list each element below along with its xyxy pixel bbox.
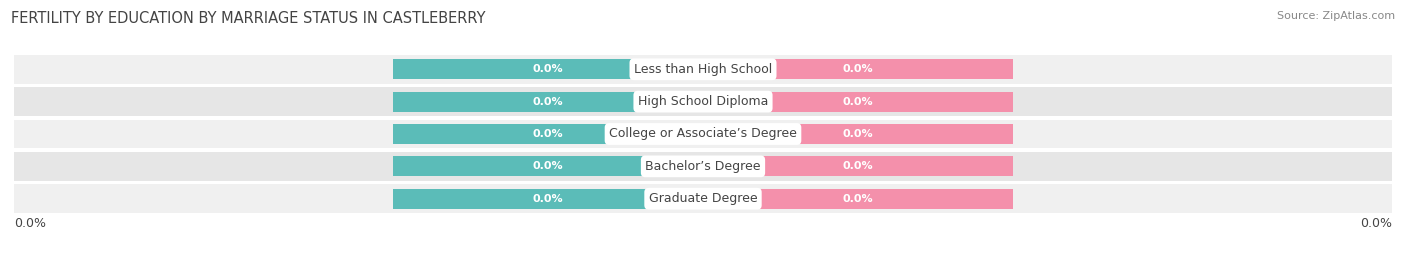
Text: 0.0%: 0.0% — [842, 97, 873, 107]
Text: 0.0%: 0.0% — [14, 217, 46, 229]
Bar — [703, 92, 1012, 112]
Bar — [392, 156, 703, 176]
Bar — [14, 152, 1392, 181]
Bar — [703, 189, 1012, 209]
Text: 0.0%: 0.0% — [842, 161, 873, 171]
Text: Less than High School: Less than High School — [634, 63, 772, 76]
Bar — [392, 92, 703, 112]
Bar — [392, 124, 703, 144]
Text: 0.0%: 0.0% — [533, 97, 564, 107]
Bar — [14, 120, 1392, 148]
Text: 0.0%: 0.0% — [842, 64, 873, 74]
Text: 0.0%: 0.0% — [1360, 217, 1392, 229]
Bar — [14, 55, 1392, 84]
Bar — [703, 156, 1012, 176]
Bar — [14, 87, 1392, 116]
Text: 0.0%: 0.0% — [842, 129, 873, 139]
Text: 0.0%: 0.0% — [533, 194, 564, 204]
Text: College or Associate’s Degree: College or Associate’s Degree — [609, 128, 797, 140]
Text: 0.0%: 0.0% — [533, 64, 564, 74]
Bar — [392, 189, 703, 209]
Text: Bachelor’s Degree: Bachelor’s Degree — [645, 160, 761, 173]
Bar — [392, 59, 703, 79]
Bar — [703, 124, 1012, 144]
Bar — [14, 184, 1392, 213]
Text: High School Diploma: High School Diploma — [638, 95, 768, 108]
Bar — [703, 59, 1012, 79]
Text: 0.0%: 0.0% — [533, 161, 564, 171]
Text: 0.0%: 0.0% — [842, 194, 873, 204]
Text: Graduate Degree: Graduate Degree — [648, 192, 758, 205]
Text: Source: ZipAtlas.com: Source: ZipAtlas.com — [1277, 11, 1395, 21]
Text: 0.0%: 0.0% — [533, 129, 564, 139]
Text: FERTILITY BY EDUCATION BY MARRIAGE STATUS IN CASTLEBERRY: FERTILITY BY EDUCATION BY MARRIAGE STATU… — [11, 11, 485, 26]
